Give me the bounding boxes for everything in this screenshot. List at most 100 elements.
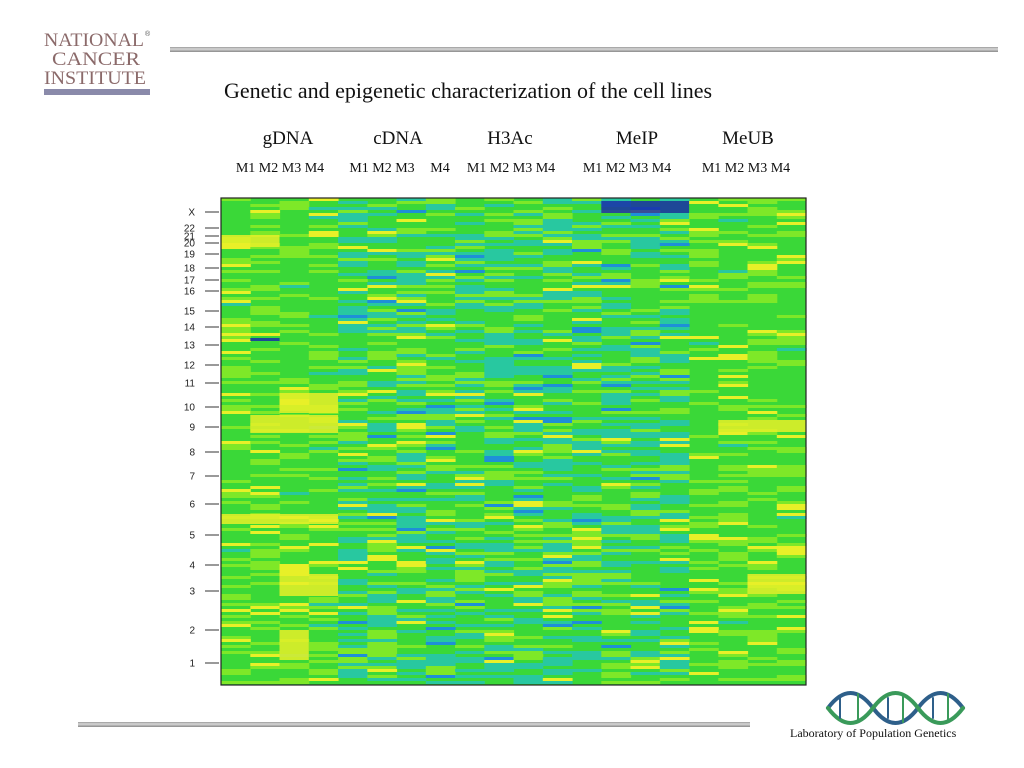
heatmap-cell [455,576,485,579]
heatmap-cell [542,468,573,471]
heatmap-cell [747,270,778,273]
heatmap-cell [484,582,515,585]
dna-helix-icon [826,691,965,725]
heatmap-cell [425,513,456,516]
heatmap-cell [338,384,368,387]
heatmap-cell [338,225,368,228]
heatmap-cell [338,489,368,492]
heatmap-cell [455,471,485,474]
heatmap-cell [630,525,661,528]
heatmap-cell [747,639,778,642]
heatmap-cell [484,204,515,207]
heatmap-cell [601,423,632,426]
heatmap-cell [659,411,690,414]
heatmap-cell [425,423,456,426]
heatmap-cell [250,450,281,453]
heatmap-cell [367,522,398,525]
heatmap-cell [221,564,251,567]
heatmap-cell [659,525,690,528]
heatmap-cell [484,327,515,330]
nci-logo-line3: INSTITUTE [44,68,146,89]
heatmap-cell [659,264,690,267]
heatmap-cell [338,504,368,507]
heatmap-cell [601,450,632,453]
heatmap-cell [542,411,573,414]
heatmap-cell [484,645,515,648]
heatmap-cell [689,561,719,564]
heatmap-cell [572,555,602,558]
heatmap-cell [367,435,398,438]
heatmap-cell [221,624,251,627]
heatmap-cell [425,324,456,327]
heatmap-cell [425,354,456,357]
heatmap-cell [601,519,632,522]
heatmap-cell [250,225,281,228]
heatmap-cell [572,522,602,525]
heatmap-cell [396,390,427,393]
heatmap-cell [689,342,719,345]
heatmap-cell [776,543,807,546]
heatmap-cell [338,672,368,675]
heatmap-cell [718,486,749,489]
heatmap-cell [367,276,398,279]
heatmap-cell [455,570,485,573]
heatmap-cell [659,678,690,681]
heatmap-cell [601,522,632,525]
heatmap-cell [542,561,573,564]
heatmap-cell [542,645,573,648]
heatmap-cell [396,354,427,357]
heatmap-cell [484,372,515,375]
heatmap-cell [425,600,456,603]
heatmap-cell [630,357,661,360]
heatmap-cell [513,453,544,456]
heatmap-cell [221,543,251,546]
heatmap-cell [513,621,544,624]
heatmap-cell [513,645,544,648]
heatmap-cell [542,600,573,603]
heatmap-cell [484,330,515,333]
heatmap-cell [776,648,807,651]
heatmap-cell [630,450,661,453]
heatmap-cell [747,594,778,597]
heatmap-cell [718,537,749,540]
heatmap-cell [718,375,749,378]
heatmap-cell [630,243,661,246]
heatmap-cell [221,489,251,492]
heatmap-cell [396,618,427,621]
heatmap-cell [338,315,368,318]
heatmap-cell [718,270,749,273]
heatmap-cell [572,234,602,237]
heatmap-cell [747,441,778,444]
heatmap-cell [484,516,515,519]
heatmap-cell [484,303,515,306]
slide-title: Genetic and epigenetic characterization … [224,78,713,103]
group-label-gdna: gDNA [262,128,314,149]
heatmap-cell [221,303,251,306]
heatmap-cell [425,375,456,378]
heatmap-cell [513,597,544,600]
heatmap-cell [689,294,719,297]
heatmap-cell [630,219,661,222]
heatmap-cell [425,594,456,597]
heatmap-cell [718,555,749,558]
heatmap-cell [484,615,515,618]
heatmap-cell [455,606,485,609]
heatmap-cell [572,447,602,450]
heatmap-cell [367,612,398,615]
heatmap-cell [396,615,427,618]
heatmap-cell [308,660,339,663]
heatmap-cell [455,573,485,576]
heatmap-cell [425,357,456,360]
heatmap-cell [221,645,251,648]
heatmap-cell [221,351,251,354]
heatmap-cell [396,363,427,366]
heatmap-cell [396,483,427,486]
heatmap-cell [425,522,456,525]
heatmap-cell [601,582,632,585]
heatmap-cell [367,666,398,669]
heatmap-cell [367,423,398,426]
heatmap-cell [659,546,690,549]
heatmap-cell [513,315,544,318]
heatmap-cell [659,501,690,504]
heatmap-cell [542,357,573,360]
